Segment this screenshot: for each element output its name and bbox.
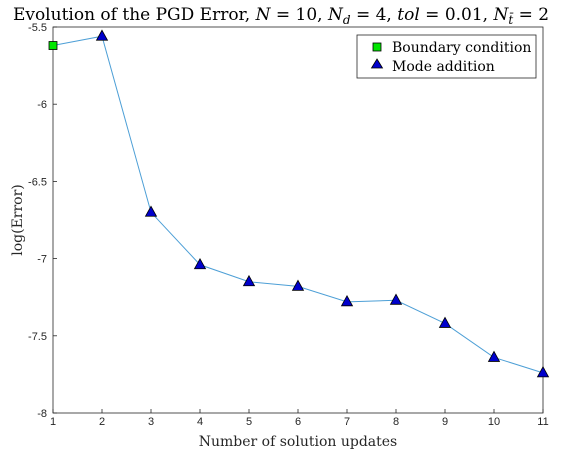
boundary-condition-marker: [48, 41, 58, 50]
y-tick-label: -7: [37, 254, 47, 266]
mode-addition-marker: [438, 316, 452, 328]
x-tick-label: 5: [246, 416, 252, 428]
mode-addition-marker: [193, 257, 207, 270]
mode-addition-marker: [242, 274, 256, 287]
mode-addition-marker: [291, 279, 305, 291]
mode-addition-marker: [95, 29, 109, 41]
x-tick-label: 1: [50, 416, 56, 428]
legend-label-boundary-condition: Boundary condition: [392, 40, 531, 56]
x-tick-label: 8: [393, 416, 399, 428]
legend-square-marker: [372, 42, 382, 52]
x-tick-label: 2: [99, 416, 105, 428]
x-tick-label: 3: [148, 416, 154, 428]
x-tick-label: 4: [197, 416, 203, 428]
plot-area-frame: [52, 26, 544, 414]
legend: Boundary condition Mode addition: [356, 34, 537, 79]
chart-title: Evolution of the PGD Error, N = 10, Nd =…: [13, 5, 549, 27]
x-tick-label: 6: [295, 416, 301, 428]
title-nt-symbol: N: [492, 5, 509, 25]
mode-addition-marker: [340, 295, 354, 307]
y-tick-label: -8: [37, 408, 47, 420]
title-tol-value: = 0.01,: [420, 5, 494, 25]
title-nt-value: = 2: [513, 5, 549, 25]
title-prefix: Evolution of the PGD Error,: [13, 5, 256, 25]
x-axis-ticks: 1 2 3 4 5 6 7 8 9 10 11: [50, 409, 549, 428]
y-tick-label: -6: [37, 99, 47, 111]
mode-addition-marker: [389, 293, 403, 305]
mode-addition-marker: [144, 205, 158, 217]
mode-addition-marker: [536, 366, 550, 378]
legend-box: [356, 34, 537, 79]
title-nd-subscript: d: [343, 13, 351, 27]
error-polyline: [52, 35, 544, 374]
x-tick-label: 10: [488, 416, 500, 428]
title-n-symbol: N: [255, 5, 272, 25]
y-tick-label: -7.5: [28, 331, 47, 343]
x-axis-label: Number of solution updates: [199, 434, 397, 450]
x-tick-label: 9: [442, 416, 448, 428]
title-nd-symbol: N: [327, 5, 344, 25]
y-tick-label: -6.5: [28, 176, 47, 188]
y-tick-label: -5.5: [28, 22, 47, 34]
y-axis-label: log(Error): [10, 184, 26, 256]
legend-triangle-marker: [370, 58, 384, 69]
error-markers: [48, 29, 550, 378]
x-tick-label: 11: [537, 416, 548, 428]
x-tick-label: 7: [344, 416, 350, 428]
title-nt-subscript: t̄: [508, 11, 514, 27]
title-nd-value: = 4,: [351, 5, 398, 25]
title-n-value: = 10,: [271, 5, 329, 25]
error-line: [52, 35, 544, 374]
title-tol-symbol: tol: [397, 5, 420, 25]
mode-addition-marker: [487, 350, 501, 362]
legend-label-mode-addition: Mode addition: [392, 59, 495, 75]
y-axis-ticks: -5.5 -6 -6.5 -7 -7.5 -8: [28, 22, 57, 420]
